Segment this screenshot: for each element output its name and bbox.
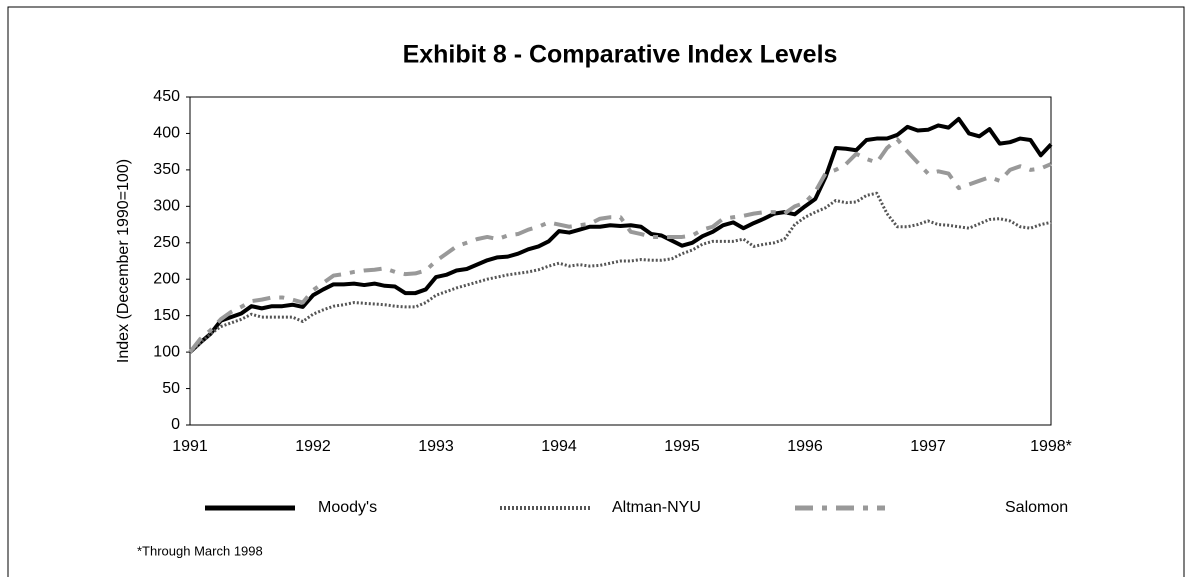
x-tick-label: 1995: [664, 438, 700, 455]
y-tick-label: 250: [153, 234, 180, 251]
y-tick-label: 300: [153, 198, 180, 215]
y-tick-label: 400: [153, 125, 180, 142]
x-tick-label: 1993: [418, 438, 454, 455]
y-tick-label: 350: [153, 161, 180, 178]
y-axis-label: Index (December 1990=100): [115, 159, 132, 363]
y-tick-label: 50: [162, 380, 180, 397]
series-line: [188, 116, 1053, 354]
x-tick-label: 1996: [787, 438, 823, 455]
y-tick-label: 200: [153, 270, 180, 287]
chart-title: Exhibit 8 - Comparative Index Levels: [403, 41, 838, 69]
footnote: *Through March 1998: [137, 543, 263, 558]
x-tick-label: 1994: [541, 438, 577, 455]
series-line: [189, 191, 1052, 354]
y-tick-label: 0: [171, 416, 180, 433]
legend-label: Moody's: [318, 499, 377, 516]
plot-border: [189, 96, 1052, 426]
x-tick-label: 1998*: [1030, 438, 1072, 455]
x-tick-label: 1997: [910, 438, 946, 455]
y-tick-label: 450: [153, 88, 180, 105]
legend-label: Salomon: [1005, 499, 1068, 516]
series-line: [188, 137, 1052, 354]
x-tick-label: 1992: [295, 438, 331, 455]
legend-label: Altman-NYU: [612, 499, 701, 516]
frame: [7, 6, 1185, 582]
y-tick-label: 150: [153, 307, 180, 324]
y-tick-label: 100: [153, 343, 180, 360]
x-tick-label: 1991: [172, 438, 208, 455]
